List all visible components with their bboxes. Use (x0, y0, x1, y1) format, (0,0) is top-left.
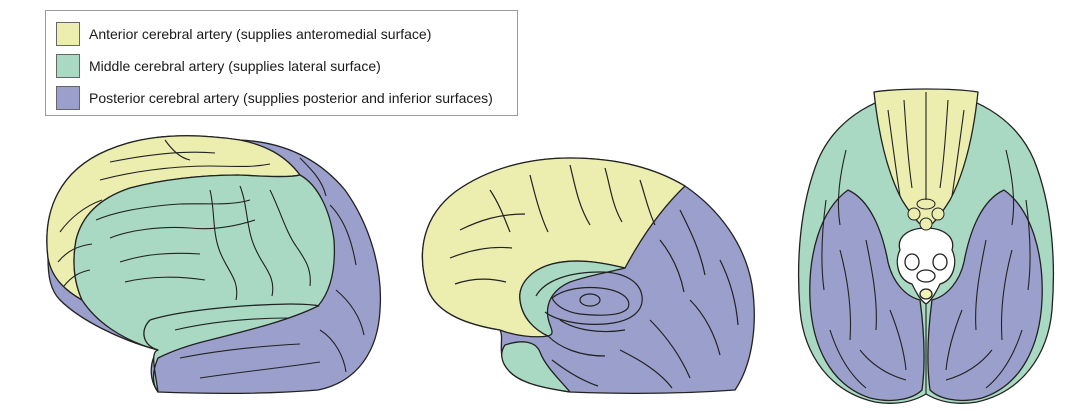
inferior-posterior-right (927, 189, 1043, 402)
anterior-label: Anterior cerebral artery (supplies anter… (89, 26, 432, 42)
legend-item-anterior: Anterior cerebral artery (supplies anter… (56, 22, 431, 46)
posterior-swatch (56, 86, 80, 110)
legend-item-posterior: Posterior cerebral artery (supplies post… (56, 86, 493, 110)
middle-swatch (56, 54, 80, 78)
lateral-view (46, 135, 382, 394)
legend: Anterior cerebral artery (supplies anter… (45, 10, 518, 116)
medial-view (421, 157, 755, 394)
anterior-swatch (56, 22, 80, 46)
inferior-posterior-left (809, 189, 925, 402)
lateral-middle-region (73, 174, 336, 393)
posterior-label: Posterior cerebral artery (supplies post… (89, 90, 493, 106)
inferior-view (797, 88, 1055, 404)
middle-label: Middle cerebral artery (supplies lateral… (89, 58, 381, 74)
medial-middle-lower (501, 341, 571, 393)
legend-item-middle: Middle cerebral artery (supplies lateral… (56, 54, 381, 78)
